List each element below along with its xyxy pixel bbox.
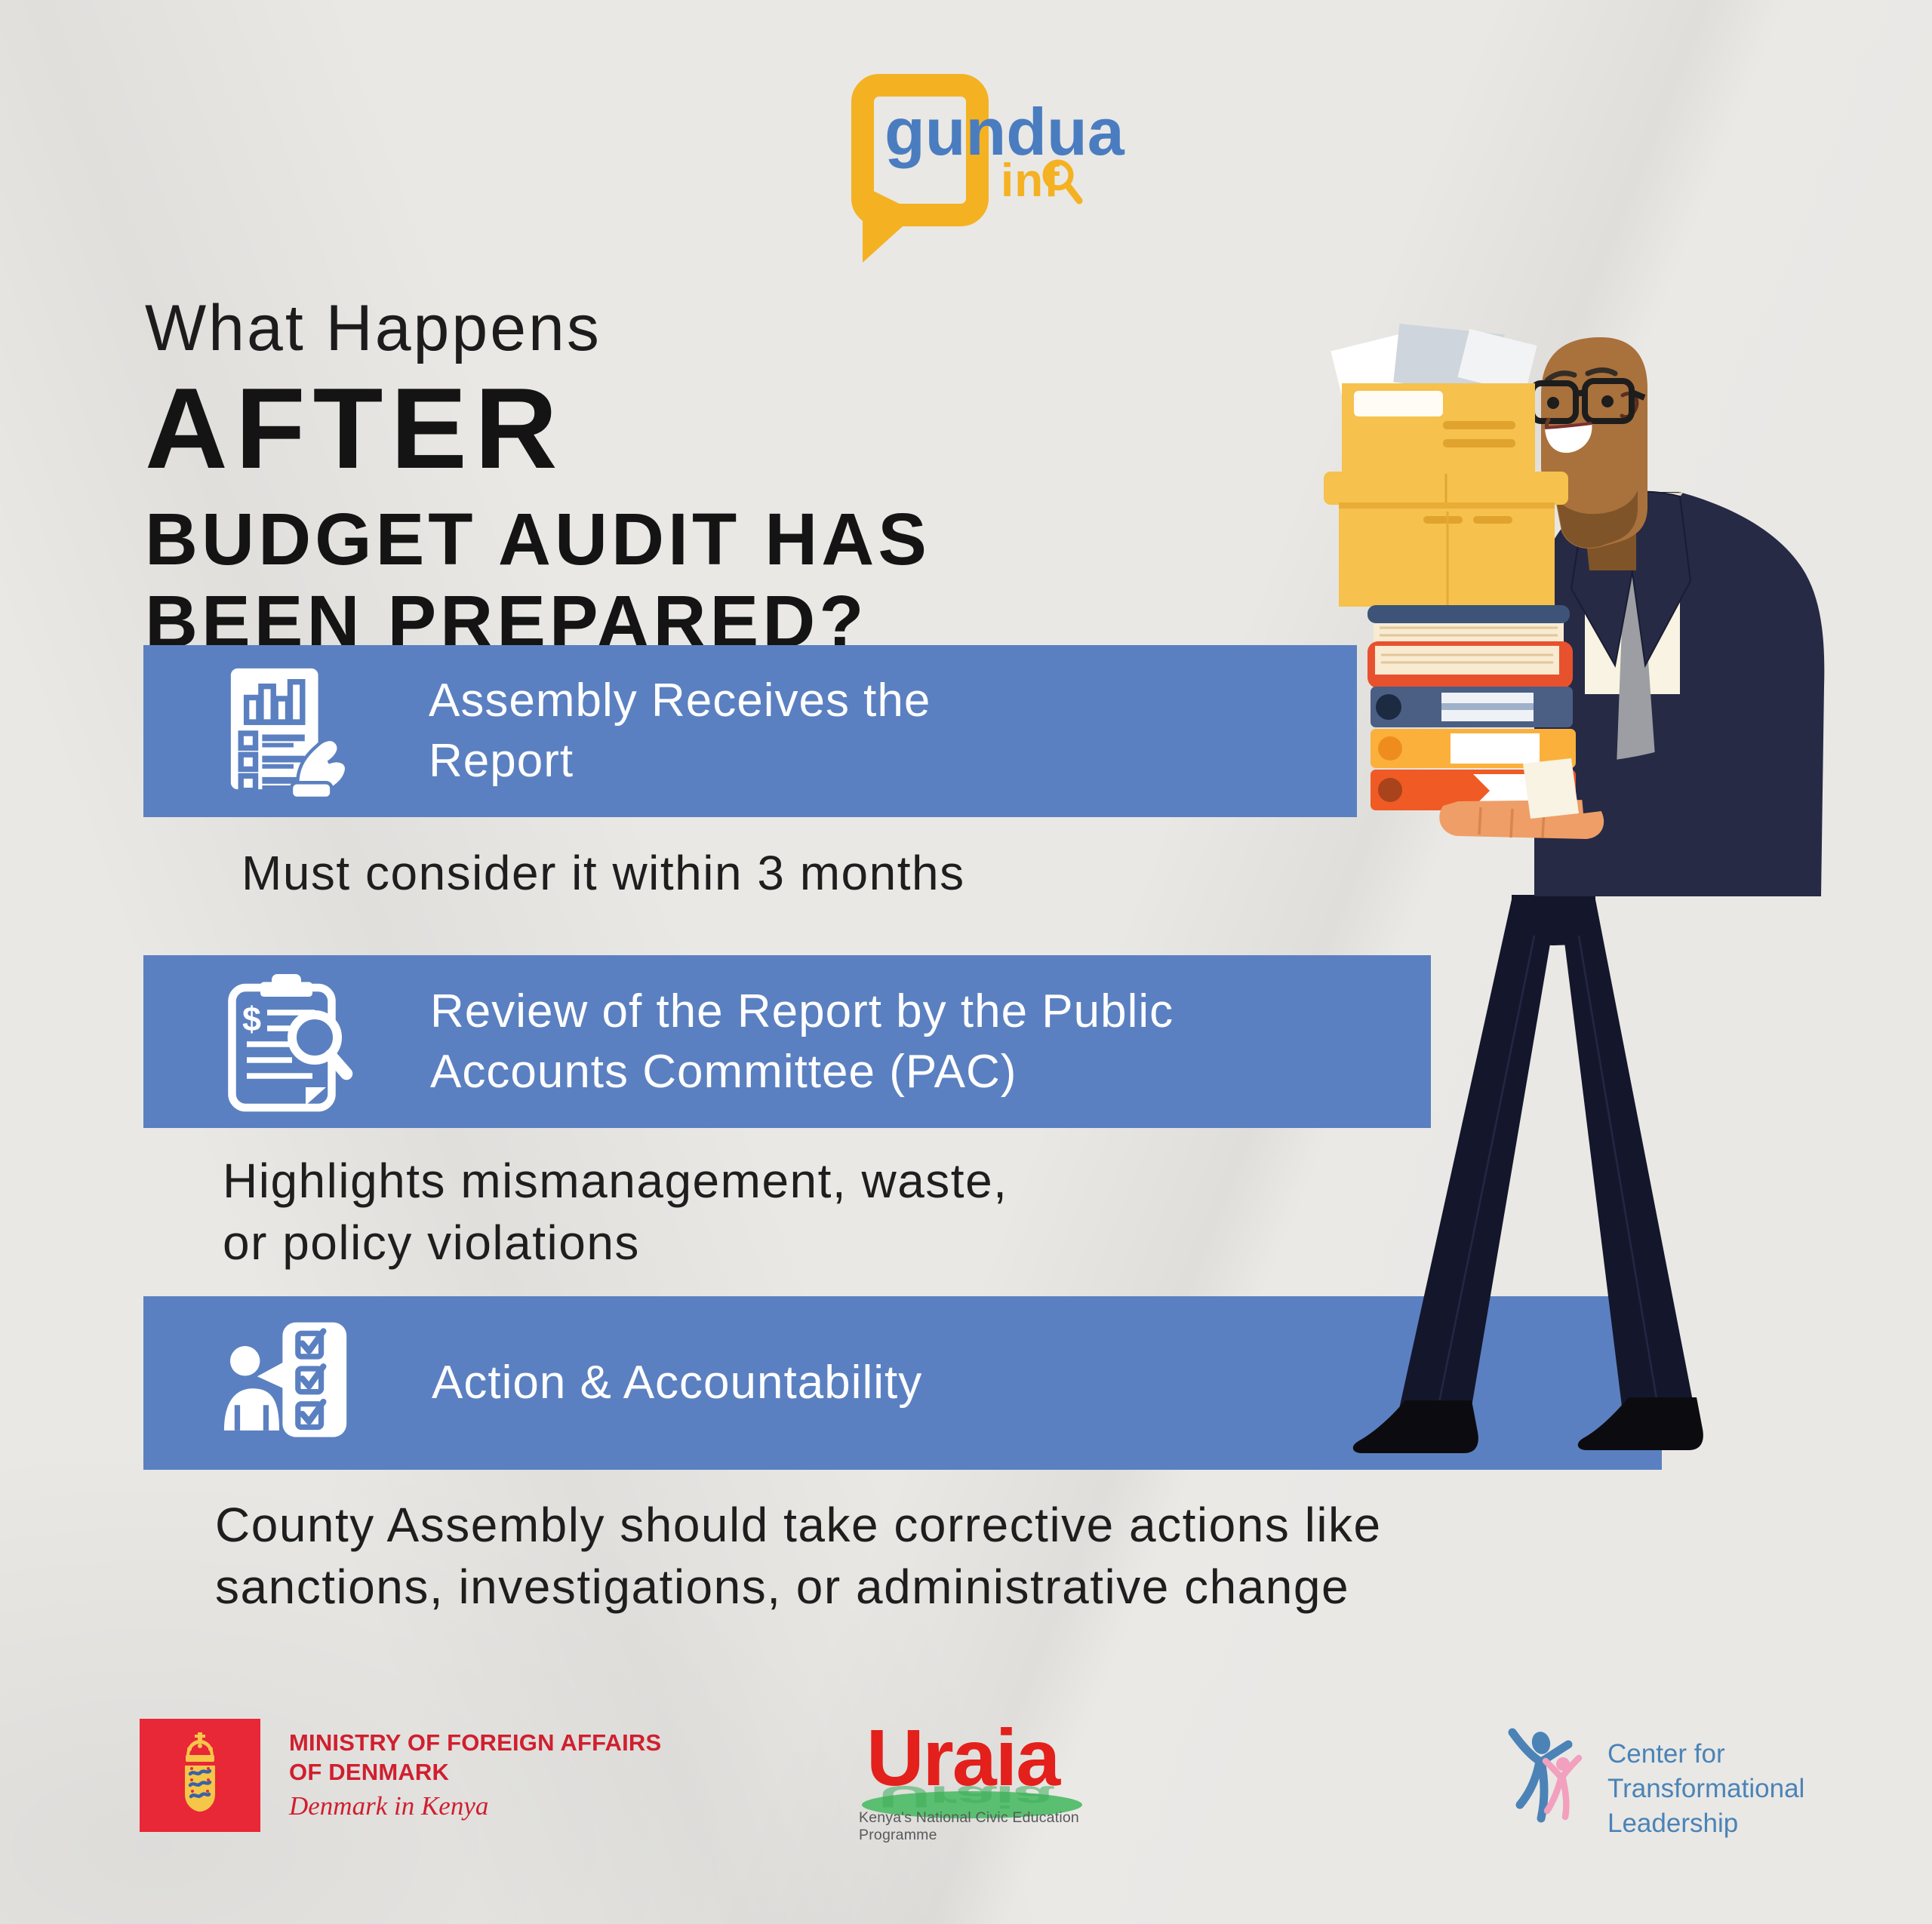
step-note-3: County Assembly should take corrective a… [215,1494,1382,1618]
top-box [1342,383,1535,474]
ctl-text-line: Transformational [1607,1774,1805,1803]
note-line: County Assembly should take corrective a… [215,1498,1382,1552]
note-line: sanctions, investigations, or administra… [215,1560,1350,1614]
book-navy [1367,605,1570,643]
step-banner-pac-review: $ Review of the Report by the Public Acc… [143,955,1431,1128]
smile [1545,423,1592,453]
binder-amber [1371,729,1576,768]
man-shoes [1352,1397,1703,1453]
binder-blue [1371,687,1573,727]
note-line: or policy violations [223,1216,640,1270]
two-leaping-figures-icon [1508,1728,1583,1823]
box-lid [1324,472,1568,505]
gundua-info-logo: gundua inf [845,66,1170,285]
title-line-2: AFTER [145,364,565,493]
ministry-name-line: OF DENMARK [289,1759,450,1785]
ctl-text: Center for Transformational Leadership [1607,1726,1804,1841]
step-note-2: Highlights mismanagement, waste, or poli… [223,1150,1008,1274]
banner-heading-line: Accounts Committee (PAC) [430,1045,1017,1098]
eyebrows [1544,367,1618,383]
eyes [1547,395,1614,409]
uraia-green-ellipse [862,1791,1082,1818]
step-note-1: Must consider it within 3 months [242,842,965,904]
ctl-text-line: Leadership [1607,1809,1739,1838]
binder-deep-orange [1371,770,1576,810]
denmark-ministry-logo: MINISTRY OF FOREIGN AFFAIRS OF DENMARK D… [140,1719,661,1832]
banner-heading-line: Report [429,735,574,787]
danish-flag-emblem [140,1719,260,1832]
page-title: What Happens AFTER BUDGET AUDIT HAS BEEN… [145,296,931,658]
uraia-logo: Uraia Uraia Kenya's National Civic Educa… [853,1713,1155,1850]
book-orange [1367,641,1573,688]
banner-heading: Action & Accountability [432,1353,922,1413]
banner-heading: Assembly Receives the Report [429,671,931,791]
banner-heading: Review of the Report by the Public Accou… [430,982,1174,1102]
ministry-subtitle: Denmark in Kenya [289,1791,489,1821]
note-line: Highlights mismanagement, waste, [223,1154,1008,1208]
denmark-ministry-text: MINISTRY OF FOREIGN AFFAIRS OF DENMARK D… [289,1719,661,1832]
banner-heading-line: Action & Accountability [432,1357,923,1409]
step-banner-assembly-receives-report: Assembly Receives the Report [143,645,1357,817]
ctl-text-line: Center for [1607,1739,1725,1769]
report-chart-checklist-icon [230,668,349,798]
uraia-tagline: Kenya's National Civic Education Program… [859,1809,1079,1843]
man-legs [1398,895,1695,1415]
document-stack [1324,323,1576,810]
speech-bubble-icon [851,74,989,263]
uraia-wordmark: Uraia [866,1713,1060,1803]
ctl-logo: Center for Transformational Leadership [1502,1726,1804,1841]
banner-heading-line: Assembly Receives the [429,675,931,727]
title-line-1: What Happens [145,292,601,364]
note-line: Must consider it within 3 months [242,846,965,900]
man-hand-and-arm [1439,540,1814,839]
person-checklist-icon [223,1322,347,1437]
magnifier-icon [1042,159,1083,204]
ministry-name-line: MINISTRY OF FOREIGN AFFAIRS [289,1729,662,1756]
title-line-3: BUDGET AUDIT HAS [145,498,931,580]
danish-coat-of-arms-icon [185,1732,215,1812]
brand-name: gundua [884,94,1124,169]
businessman-with-document-stack-illustration [1324,323,1825,1453]
banner-heading-line: Review of the Report by the Public [430,985,1174,1037]
dollar-glyph: $ [242,1000,261,1038]
clipboard-dollar-magnifier-icon: $ [228,973,353,1111]
big-box [1339,503,1555,607]
